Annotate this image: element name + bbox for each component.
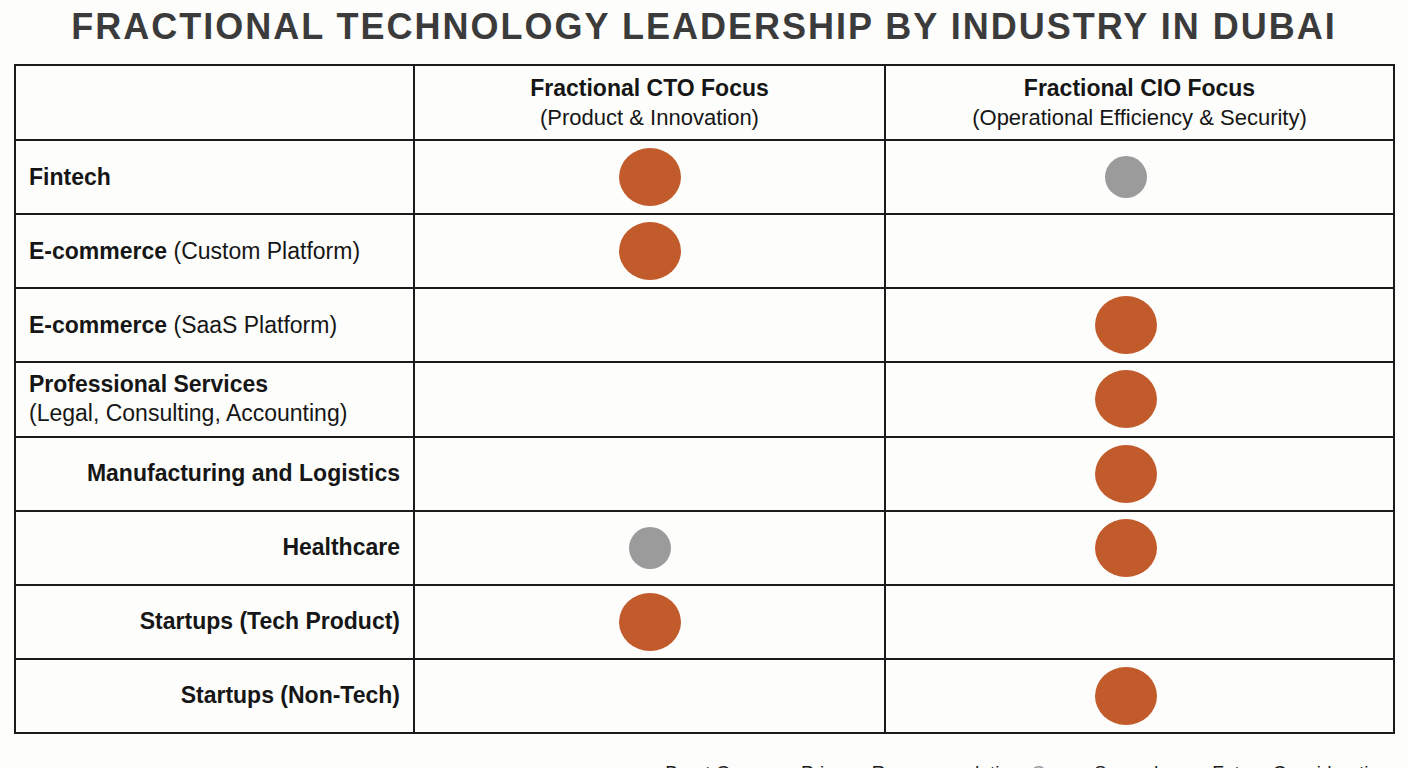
cto-cell (415, 660, 884, 732)
industry-name: Manufacturing and Logistics (87, 460, 400, 486)
cio-cell (886, 512, 1393, 584)
industry-label-cell: Fintech (16, 141, 413, 213)
cto-cell (415, 586, 884, 658)
column-header-cto: Fractional CTO Focus (Product & Innovati… (415, 66, 884, 139)
column-title-cto: Fractional CTO Focus (530, 73, 769, 103)
industry-label-line1: Startups (Non-Tech) (29, 681, 400, 710)
column-title-cio: Fractional CIO Focus (1024, 73, 1255, 103)
legend-secondary-text: = Secondary or Future Consideration. (1072, 762, 1395, 768)
industry-detail: (SaaS Platform) (167, 312, 337, 338)
industry-label-cell: Startups (Non-Tech) (16, 660, 413, 732)
primary-recommendation-dot (1095, 370, 1157, 428)
industry-name: Startups (Non-Tech) (181, 682, 400, 708)
cto-cell (415, 438, 884, 510)
cio-cell (886, 438, 1393, 510)
industry-label-line1: Healthcare (29, 533, 400, 562)
primary-recommendation-dot (1095, 445, 1157, 503)
industry-name: Startups (Tech Product) (140, 608, 400, 634)
industry-label-cell: Healthcare (16, 512, 413, 584)
cio-cell (886, 363, 1393, 435)
industry-name: Fintech (29, 164, 111, 190)
legend-primary-text: Burnt Orange = Primary Recommendation; (665, 762, 1031, 768)
industry-label-cell: Professional Services (Legal, Consulting… (16, 363, 413, 435)
cto-cell (415, 289, 884, 361)
primary-recommendation-dot (1095, 296, 1157, 354)
cio-cell (886, 586, 1393, 658)
industry-detail-line2: (Legal, Consulting, Accounting) (29, 399, 400, 428)
cto-cell (415, 363, 884, 435)
primary-recommendation-dot (619, 148, 681, 206)
cio-cell (886, 289, 1393, 361)
cio-cell (886, 215, 1393, 287)
industry-label-cell: E-commerce (SaaS Platform) (16, 289, 413, 361)
industry-name: E-commerce (29, 312, 167, 338)
industry-label-line1: E-commerce (SaaS Platform) (29, 311, 400, 340)
primary-recommendation-dot (1095, 667, 1157, 725)
primary-recommendation-dot (619, 222, 681, 280)
secondary-recommendation-dot (1105, 156, 1147, 198)
column-subtitle-cio: (Operational Efficiency & Security) (972, 103, 1307, 133)
cio-cell (886, 141, 1393, 213)
legend: Burnt Orange = Primary Recommendation; G… (655, 740, 1395, 768)
matrix-table: Fractional CTO Focus (Product & Innovati… (14, 64, 1395, 734)
industry-name: Professional Services (29, 371, 268, 397)
cto-cell (415, 141, 884, 213)
industry-label-line1: E-commerce (Custom Platform) (29, 237, 400, 266)
industry-label-cell: E-commerce (Custom Platform) (16, 215, 413, 287)
industry-name: Healthcare (282, 534, 400, 560)
industry-label-cell: Startups (Tech Product) (16, 586, 413, 658)
primary-recommendation-dot (619, 593, 681, 651)
industry-detail: (Custom Platform) (167, 238, 360, 264)
cto-cell (415, 215, 884, 287)
column-subtitle-cto: (Product & Innovation) (540, 103, 759, 133)
cto-cell (415, 512, 884, 584)
industry-label-line1: Professional Services (29, 370, 400, 399)
cio-cell (886, 660, 1393, 732)
page-title: FRACTIONAL TECHNOLOGY LEADERSHIP BY INDU… (0, 6, 1408, 48)
primary-recommendation-dot (1095, 519, 1157, 577)
industry-label-cell: Manufacturing and Logistics (16, 438, 413, 510)
column-header-cio: Fractional CIO Focus (Operational Effici… (886, 66, 1393, 139)
industry-label-line1: Fintech (29, 163, 400, 192)
corner-cell (16, 66, 413, 139)
industry-label-line1: Startups (Tech Product) (29, 607, 400, 636)
industry-label-line1: Manufacturing and Logistics (29, 459, 400, 488)
legend-grey-word: Grey (1031, 762, 1072, 768)
industry-name: E-commerce (29, 238, 167, 264)
secondary-recommendation-dot (629, 527, 671, 569)
